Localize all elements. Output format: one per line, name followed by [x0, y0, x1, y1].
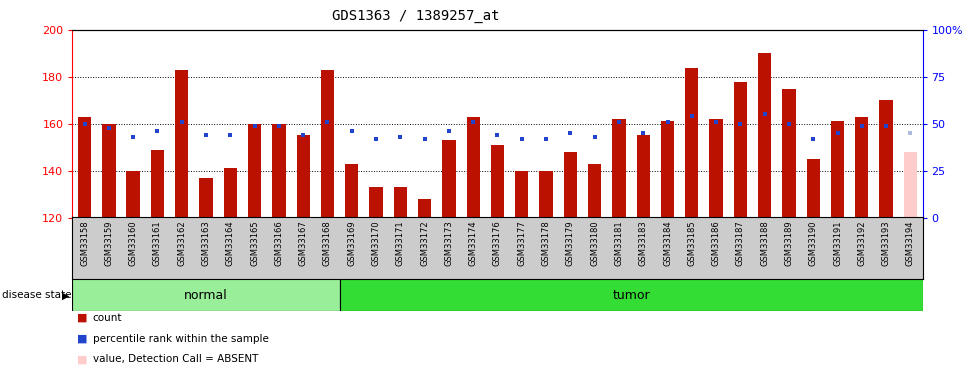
- Text: percentile rank within the sample: percentile rank within the sample: [93, 334, 269, 344]
- Bar: [855, 117, 868, 218]
- Text: GSM33181: GSM33181: [614, 220, 623, 266]
- Text: GSM33192: GSM33192: [857, 220, 867, 266]
- Text: GSM33188: GSM33188: [760, 220, 769, 266]
- Text: ■: ■: [77, 354, 88, 364]
- Bar: [807, 159, 820, 218]
- Bar: [637, 135, 650, 218]
- Bar: [369, 187, 383, 218]
- Bar: [102, 124, 116, 218]
- Bar: [321, 70, 334, 217]
- Bar: [782, 88, 796, 218]
- Bar: [661, 122, 674, 218]
- Bar: [612, 119, 626, 218]
- Bar: [491, 145, 504, 218]
- Bar: [78, 117, 91, 218]
- Text: GSM33183: GSM33183: [639, 220, 648, 266]
- Text: GSM33185: GSM33185: [687, 220, 696, 266]
- Text: GSM33193: GSM33193: [882, 220, 891, 266]
- Text: GSM33160: GSM33160: [128, 220, 138, 266]
- Text: GSM33169: GSM33169: [347, 220, 356, 266]
- Text: ▶: ▶: [62, 290, 70, 300]
- Bar: [879, 100, 893, 218]
- Text: GSM33180: GSM33180: [590, 220, 599, 266]
- Text: GSM33179: GSM33179: [566, 220, 575, 266]
- Bar: [467, 117, 480, 218]
- Text: GSM33194: GSM33194: [906, 220, 915, 266]
- Text: GSM33176: GSM33176: [493, 220, 502, 266]
- Bar: [539, 171, 553, 217]
- Bar: [345, 164, 358, 218]
- Text: tumor: tumor: [612, 289, 650, 302]
- Bar: [758, 54, 771, 217]
- Text: GSM33170: GSM33170: [372, 220, 381, 266]
- Bar: [224, 168, 237, 217]
- Text: GSM33191: GSM33191: [833, 220, 842, 266]
- Text: GSM33161: GSM33161: [153, 220, 162, 266]
- Bar: [588, 164, 601, 218]
- Text: GSM33190: GSM33190: [809, 220, 818, 266]
- Bar: [340, 279, 923, 311]
- Text: value, Detection Call = ABSENT: value, Detection Call = ABSENT: [93, 354, 258, 364]
- Text: GSM33173: GSM33173: [444, 220, 453, 266]
- Text: GSM33177: GSM33177: [517, 220, 526, 266]
- Text: GSM33162: GSM33162: [177, 220, 186, 266]
- Text: GSM33178: GSM33178: [542, 220, 551, 266]
- Text: GSM33171: GSM33171: [396, 220, 405, 266]
- Text: normal: normal: [185, 289, 228, 302]
- Bar: [72, 279, 340, 311]
- Text: GDS1363 / 1389257_at: GDS1363 / 1389257_at: [331, 9, 499, 23]
- Bar: [685, 68, 698, 218]
- Text: GSM33158: GSM33158: [80, 220, 89, 266]
- Bar: [127, 171, 140, 217]
- Bar: [734, 82, 747, 218]
- Bar: [418, 199, 431, 217]
- Text: GSM33166: GSM33166: [274, 220, 283, 266]
- Bar: [904, 152, 917, 217]
- Text: GSM33189: GSM33189: [784, 220, 793, 266]
- Text: GSM33159: GSM33159: [104, 220, 113, 266]
- Bar: [831, 122, 844, 218]
- Bar: [564, 152, 577, 217]
- Text: GSM33174: GSM33174: [469, 220, 478, 266]
- Text: GSM33163: GSM33163: [202, 220, 211, 266]
- Bar: [297, 135, 310, 218]
- Text: ■: ■: [77, 334, 88, 344]
- Text: GSM33164: GSM33164: [226, 220, 235, 266]
- Bar: [442, 140, 456, 218]
- Text: GSM33168: GSM33168: [323, 220, 332, 266]
- Bar: [394, 187, 407, 218]
- Text: GSM33184: GSM33184: [663, 220, 672, 266]
- Text: GSM33187: GSM33187: [736, 220, 745, 266]
- Bar: [515, 171, 528, 217]
- Text: GSM33186: GSM33186: [712, 220, 721, 266]
- Bar: [272, 124, 286, 218]
- Bar: [175, 70, 188, 217]
- Text: count: count: [93, 313, 123, 323]
- Text: disease state: disease state: [2, 290, 71, 300]
- Bar: [151, 150, 164, 217]
- Text: GSM33172: GSM33172: [420, 220, 429, 266]
- Text: ■: ■: [77, 313, 88, 323]
- Text: GSM33167: GSM33167: [298, 220, 308, 266]
- Bar: [709, 119, 723, 218]
- Text: GSM33165: GSM33165: [250, 220, 259, 266]
- Bar: [199, 178, 213, 218]
- Bar: [248, 124, 261, 218]
